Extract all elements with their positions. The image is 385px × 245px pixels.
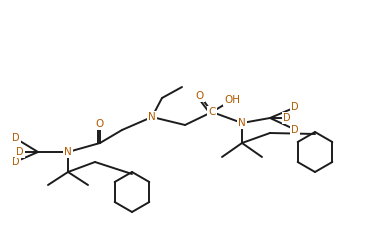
- Text: N: N: [148, 112, 156, 122]
- Text: D: D: [283, 113, 291, 123]
- Text: N: N: [64, 147, 72, 157]
- Text: O: O: [96, 119, 104, 129]
- Text: D: D: [12, 133, 20, 143]
- Text: D: D: [16, 147, 24, 157]
- Text: D: D: [291, 125, 299, 135]
- Text: D: D: [291, 102, 299, 112]
- Text: C: C: [208, 107, 216, 117]
- Text: O: O: [196, 91, 204, 101]
- Text: N: N: [238, 118, 246, 128]
- Text: OH: OH: [224, 95, 240, 105]
- Text: D: D: [12, 157, 20, 167]
